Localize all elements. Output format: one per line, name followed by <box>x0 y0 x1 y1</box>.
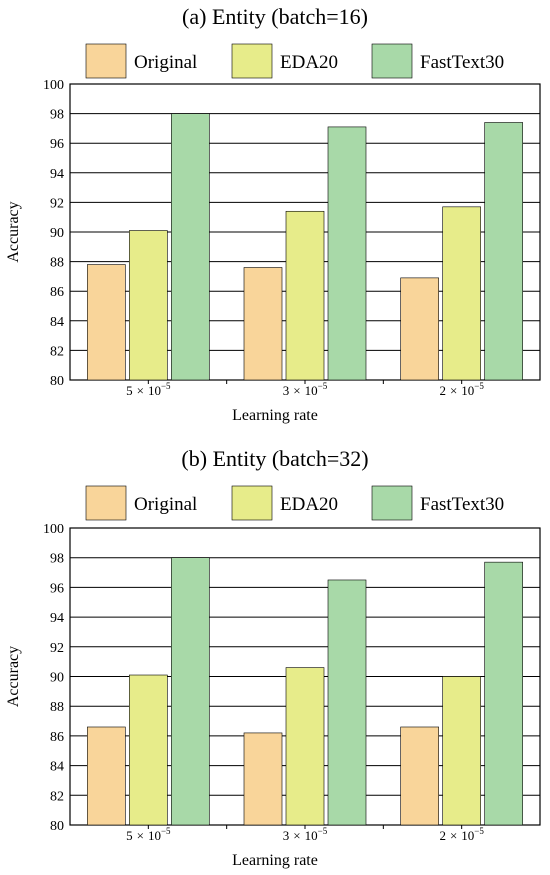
y-tick-label: 86 <box>50 730 64 745</box>
x-tick-label: 2 × 10−5 <box>439 826 484 843</box>
legend-label-eda20: EDA20 <box>280 494 338 515</box>
bar-original-3 <box>400 726 439 826</box>
bar-original-1 <box>87 264 126 381</box>
y-tick-label: 84 <box>50 315 64 330</box>
legend-swatch-eda20 <box>231 485 273 521</box>
y-tick-label: 100 <box>43 78 64 93</box>
x-tick-times: × <box>137 383 144 398</box>
x-tick-label: 3 × 10−5 <box>283 826 328 843</box>
y-tick-label: 84 <box>50 760 64 775</box>
bar-fasttext30-2 <box>327 126 367 381</box>
chart-panel-1: (a) Entity (batch=16) Original EDA20 FastTe… <box>5 4 541 424</box>
x-tick-base: 10 <box>148 828 161 843</box>
chart-title: (b) Entity (batch=32) <box>181 446 368 471</box>
legend-label-original: Original <box>134 52 197 73</box>
legend-swatch-original <box>85 43 127 79</box>
y-tick-label: 86 <box>50 285 64 300</box>
bar-eda20-1 <box>129 230 168 381</box>
bar-fasttext30-2 <box>327 579 367 826</box>
x-tick-base: 10 <box>305 828 318 843</box>
y-tick-label: 88 <box>50 256 64 271</box>
x-tick-mantissa: 2 <box>439 383 446 398</box>
bar-original-2 <box>243 732 283 826</box>
x-axis-label: Learning rate <box>232 852 318 869</box>
x-tick-base: 10 <box>461 828 474 843</box>
x-tick-base: 10 <box>461 383 474 398</box>
y-axis-label: Accuracy <box>5 201 22 262</box>
y-tick-label: 90 <box>50 671 64 686</box>
x-tick-label: 3 × 10−5 <box>283 381 328 398</box>
bar-fasttext30-1 <box>171 557 210 826</box>
y-tick-label: 80 <box>50 819 64 834</box>
x-tick-exponent: −5 <box>161 381 171 391</box>
x-tick-exponent: −5 <box>318 381 328 391</box>
legend-swatch-eda20 <box>231 43 273 79</box>
y-tick-label: 80 <box>50 374 64 389</box>
y-tick-label: 96 <box>50 581 64 596</box>
x-tick-mantissa: 3 <box>283 828 290 843</box>
y-tick-label: 98 <box>50 108 64 123</box>
x-tick-mantissa: 3 <box>283 383 290 398</box>
legend-swatch-original <box>85 485 127 521</box>
x-tick-mantissa: 2 <box>439 828 446 843</box>
x-tick-exponent: −5 <box>474 826 484 836</box>
x-tick-mantissa: 5 <box>126 828 133 843</box>
legend-label-original: Original <box>134 494 197 515</box>
x-tick-times: × <box>293 383 300 398</box>
y-tick-label: 94 <box>50 167 64 182</box>
y-tick-label: 82 <box>50 789 64 804</box>
bar-eda20-3 <box>442 206 481 381</box>
x-tick-mantissa: 5 <box>126 383 133 398</box>
x-tick-base: 10 <box>305 383 318 398</box>
y-tick-label: 92 <box>50 196 64 211</box>
bar-fasttext30-1 <box>171 113 210 381</box>
bar-original-1 <box>87 726 126 826</box>
legend-label-fasttext30: FastText30 <box>420 494 504 515</box>
x-tick-times: × <box>137 828 144 843</box>
x-tick-times: × <box>450 828 457 843</box>
x-tick-times: × <box>293 828 300 843</box>
bar-eda20-3 <box>442 676 481 826</box>
x-tick-label: 5 × 10−5 <box>126 381 171 398</box>
bar-eda20-1 <box>129 674 168 826</box>
bar-eda20-2 <box>285 667 325 826</box>
x-tick-exponent: −5 <box>161 826 171 836</box>
y-tick-label: 94 <box>50 611 64 626</box>
y-tick-label: 98 <box>50 552 64 567</box>
y-axis-label: Accuracy <box>5 646 22 707</box>
bar-original-2 <box>243 267 283 381</box>
legend-swatch-fasttext30 <box>371 485 413 521</box>
y-tick-label: 100 <box>43 522 64 537</box>
y-tick-label: 82 <box>50 344 64 359</box>
bar-eda20-2 <box>285 210 325 381</box>
bar-original-3 <box>400 277 439 381</box>
x-tick-times: × <box>450 383 457 398</box>
x-tick-label: 2 × 10−5 <box>439 381 484 398</box>
chart-title: (a) Entity (batch=16) <box>182 4 368 29</box>
legend-label-fasttext30: FastText30 <box>420 52 504 73</box>
legend-label-eda20: EDA20 <box>280 52 338 73</box>
x-tick-exponent: −5 <box>318 826 328 836</box>
x-tick-base: 10 <box>148 383 161 398</box>
x-tick-label: 5 × 10−5 <box>126 826 171 843</box>
x-axis-label: Learning rate <box>232 407 318 424</box>
legend-swatch-fasttext30 <box>371 43 413 79</box>
y-tick-label: 92 <box>50 641 64 656</box>
y-tick-label: 96 <box>50 137 64 152</box>
bar-fasttext30-3 <box>484 561 523 826</box>
y-tick-label: 90 <box>50 226 64 241</box>
bar-fasttext30-3 <box>484 122 523 381</box>
x-tick-exponent: −5 <box>474 381 484 391</box>
y-tick-label: 88 <box>50 700 64 715</box>
chart-panel-2: (b) Entity (batch=32) Original EDA20 FastTe… <box>5 446 541 869</box>
